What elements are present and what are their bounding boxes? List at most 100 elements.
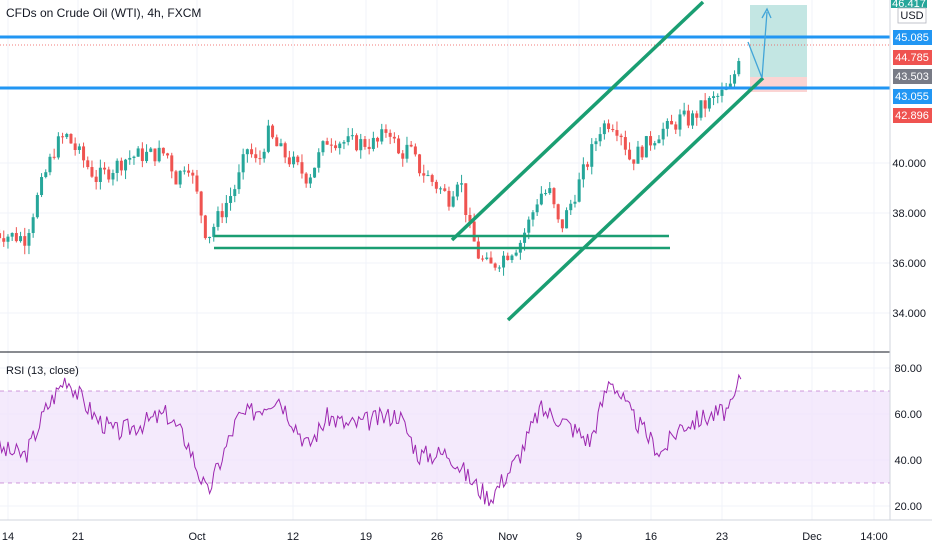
projection-arrowhead: [761, 7, 772, 19]
candle-body: [90, 167, 94, 177]
channel-lower-line[interactable]: [506, 76, 765, 322]
candle-body: [615, 130, 619, 136]
rsi-tick-label: 40.00: [894, 455, 922, 467]
candle-body: [283, 143, 287, 158]
price-label-top-partial: 46.417: [891, 0, 927, 10]
candle-body: [313, 167, 317, 178]
candle-body: [300, 162, 304, 174]
price-label-entry: 43.503: [893, 69, 932, 84]
candle-body: [586, 164, 590, 167]
candle-body: [367, 146, 371, 149]
candle-body: [422, 173, 426, 176]
candle-body: [355, 135, 359, 151]
candle-body: [489, 257, 493, 264]
candle-body: [434, 181, 438, 189]
candle-body: [287, 157, 291, 165]
candle-body: [31, 217, 35, 233]
price-label-resistance: 45.085: [893, 30, 932, 45]
price-label-resistance-text: 45.085: [895, 32, 929, 44]
rsi-tick-label: 60.00: [894, 409, 922, 421]
candle-body: [82, 146, 86, 161]
candle-body: [346, 136, 350, 143]
chart-title: CFDs on Crude Oil (WTI), 4h, FXCM: [6, 6, 201, 20]
candle-body: [279, 143, 283, 147]
candle-body: [241, 154, 245, 173]
candle-body: [376, 137, 380, 142]
candle-body: [178, 170, 182, 185]
candle-body: [531, 212, 535, 220]
candle-body: [262, 151, 266, 159]
candle-body: [161, 147, 165, 154]
candle-body: [363, 139, 367, 147]
candle-body: [657, 139, 661, 144]
candle-body: [665, 121, 669, 129]
candle-body: [321, 141, 325, 153]
candle-body: [136, 148, 140, 157]
candle-body: [359, 139, 363, 151]
price-label-support: 43.055: [893, 89, 932, 104]
candle-body: [443, 188, 447, 191]
candle-body: [468, 214, 472, 222]
candle-body: [119, 160, 123, 171]
candle-body: [539, 193, 543, 205]
candle-body: [455, 184, 459, 197]
candle-body: [628, 149, 632, 160]
candle-body: [334, 145, 338, 149]
candle-body: [640, 146, 644, 158]
time-tick-label: Dec: [802, 531, 822, 543]
candle-body: [607, 123, 611, 129]
candle-body: [481, 258, 485, 260]
candle-body: [140, 148, 144, 162]
candle-body: [737, 61, 741, 75]
candle-body: [371, 137, 375, 149]
candle-body: [35, 195, 39, 218]
candle-body: [308, 177, 312, 184]
candle-body: [523, 232, 527, 243]
candle-body: [611, 128, 615, 131]
projection-arrow[interactable]: [747, 11, 768, 79]
candle-body: [52, 156, 56, 158]
channel-upper-line[interactable]: [450, 0, 705, 242]
candle-body: [86, 160, 90, 168]
candle-body: [644, 136, 648, 158]
price-tick-label: 40.000: [892, 158, 926, 170]
candle-body: [229, 196, 233, 203]
price-label-entry-text: 43.503: [895, 71, 929, 83]
candle-body: [720, 89, 724, 96]
price-tick-label: 36.000: [892, 258, 926, 270]
candle-body: [329, 144, 333, 146]
candle-body: [552, 188, 556, 205]
candle-body: [61, 136, 65, 138]
time-tick-label: 9: [576, 531, 582, 543]
price-tick-label: 38.000: [892, 208, 926, 220]
candle-body: [409, 144, 413, 147]
candle-body: [674, 124, 678, 130]
time-tick-label: 21: [72, 531, 84, 543]
candle-body: [199, 191, 203, 216]
candle-body: [686, 110, 690, 126]
candle-body: [594, 141, 598, 145]
candle-body: [623, 137, 627, 150]
long-position-target-zone: [750, 5, 807, 77]
candle-body: [510, 255, 514, 260]
candle-body: [514, 252, 518, 256]
candle-body: [69, 133, 73, 144]
currency-badge[interactable]: USD: [897, 7, 927, 24]
price-label-last: 44.785: [893, 50, 932, 65]
candle-body: [208, 236, 212, 239]
candle-body: [145, 151, 149, 162]
candle-body: [166, 153, 170, 156]
price-axis[interactable]: [890, 0, 932, 520]
candle-body: [304, 173, 308, 184]
candle-body: [203, 215, 207, 239]
time-axis[interactable]: 14 21 Oct 12 19 26 Nov 9 16 23 Dec 14:00: [2, 531, 888, 543]
candle-body: [10, 233, 14, 237]
candle-body: [649, 136, 653, 146]
candle-body: [98, 167, 102, 182]
candle-body: [691, 113, 695, 126]
price-axis-ticks: 34.000 36.000 38.000 40.000: [892, 158, 926, 320]
candle-body: [682, 110, 686, 115]
candle-body: [132, 156, 136, 158]
candle-body: [325, 141, 329, 145]
candle-body: [535, 204, 539, 213]
